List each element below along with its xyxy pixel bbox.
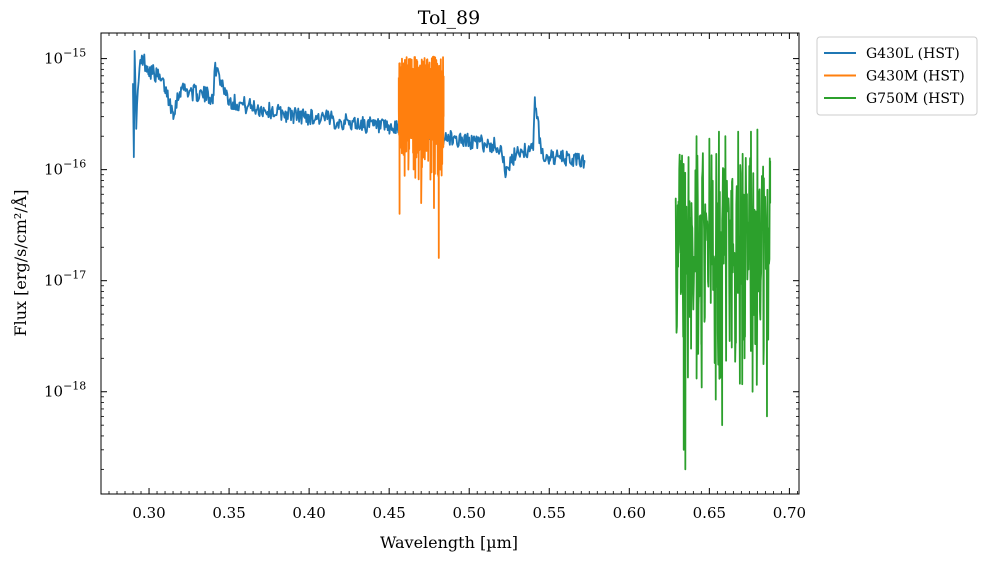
x-tick-label: 0.50 [453, 504, 486, 522]
y-axis-title: Flux [erg/s/cm²/Å] [10, 190, 30, 337]
ticks-layer: 0.30 0.35 0.40 0.45 0.50 0.55 0.60 0.65 0.70 10−1… [44, 33, 806, 522]
y-tick-label: 10−18 [44, 380, 86, 401]
series-line-2 [397, 55, 445, 259]
legend-label: G750M (HST) [866, 91, 965, 107]
chart-title: Tol_89 [418, 7, 480, 29]
x-tick-label: 0.45 [372, 504, 405, 522]
x-tick-label: 0.60 [613, 504, 646, 522]
x-axis-title: Wavelength [µm] [380, 533, 518, 552]
y-tick-label: 10−16 [44, 158, 86, 179]
y-tick-label: 10−17 [44, 269, 86, 290]
series-line-1 [132, 49, 586, 179]
x-tick-label: 0.55 [533, 504, 566, 522]
legend-label: G430M (HST) [866, 69, 965, 85]
legend-frame [816, 36, 978, 116]
x-tick-label: 0.70 [773, 504, 806, 522]
y-tick-label: 10−15 [44, 47, 86, 68]
legend-label: G430L (HST) [866, 46, 960, 62]
x-tick-label: 0.35 [212, 504, 245, 522]
plot-frame [100, 32, 800, 495]
x-tick-label: 0.30 [132, 504, 165, 522]
series-layer [132, 49, 772, 471]
legend: G430L (HST) G430M (HST) G750M (HST) [816, 36, 978, 116]
series-line-3 [674, 128, 772, 471]
x-tick-label: 0.40 [292, 504, 325, 522]
x-tick-label: 0.65 [693, 504, 726, 522]
